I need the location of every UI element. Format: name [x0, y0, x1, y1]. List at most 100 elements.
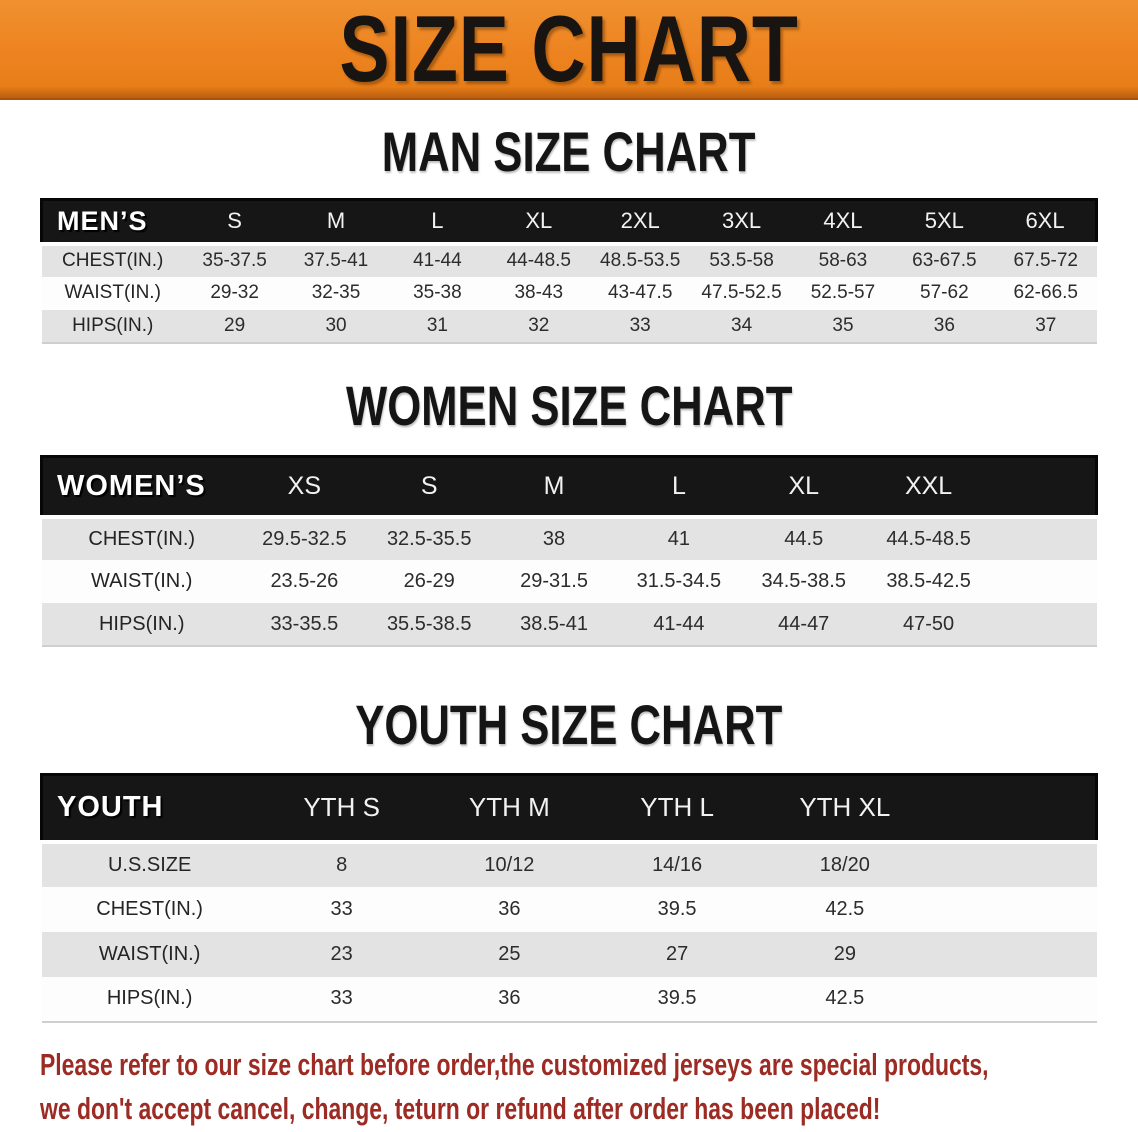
cell-value: 33 — [257, 976, 426, 1023]
cell-value: 67.5-72 — [995, 241, 1097, 277]
column-header: 6XL — [995, 198, 1099, 245]
table-row: HIPS(IN.) 33-35.5 35.5-38.5 38.5-41 41-44 44-… — [41, 603, 1097, 647]
cell-value: 62-66.5 — [995, 276, 1097, 310]
cell-value: 34.5-38.5 — [741, 560, 867, 603]
row-label: WAIST(IN.) — [41, 560, 242, 603]
row-label: HIPS(IN.) — [41, 603, 242, 647]
spacer-cell — [928, 976, 1097, 1023]
header-banner: SIZE CHART — [0, 0, 1138, 100]
youth-table-wrap: YOUTH YTH S YTH M YTH L YTH XL U.S.SIZE 8 10/12… — [39, 773, 1098, 1023]
column-header: S — [366, 454, 492, 519]
column-header: YTH S — [257, 773, 426, 843]
cell-value: 52.5-57 — [792, 276, 894, 310]
cell-value: 63-67.5 — [893, 241, 996, 277]
section-youth: YOUTH SIZE CHART YOUTH YTH S YTH M YTH L YTH… — [0, 693, 1138, 1023]
cell-value: 34 — [690, 309, 793, 344]
cell-value: 29 — [760, 931, 929, 977]
row-label: WAIST(IN.) — [41, 931, 258, 977]
cell-value: 35-37.5 — [183, 241, 286, 277]
cell-value: 32 — [488, 309, 590, 344]
cell-value: 57-62 — [893, 276, 996, 310]
row-label: U.S.SIZE — [41, 839, 258, 887]
column-header: XL — [741, 454, 867, 519]
cell-value: 8 — [257, 839, 426, 887]
header-row: WOMEN’S XS S M L XL XXL — [39, 454, 1098, 519]
cell-value: 37.5-41 — [285, 241, 387, 277]
column-header: XL — [488, 198, 590, 245]
cell-value: 41 — [616, 515, 742, 560]
table-row: CHEST(IN.) 33 36 39.5 42.5 — [41, 886, 1097, 932]
cell-value: 38.5-42.5 — [866, 560, 991, 603]
cell-value: 25 — [425, 931, 594, 977]
section-title: WOMEN SIZE CHART — [345, 373, 793, 437]
cell-value: 35.5-38.5 — [366, 603, 492, 647]
cell-value: 38-43 — [488, 276, 590, 310]
table-row: WAIST(IN.) 23.5-26 26-29 29-31.5 31.5-34.5 34… — [41, 560, 1097, 603]
cell-value: 53.5-58 — [690, 241, 793, 277]
cell-value: 38.5-41 — [491, 603, 617, 647]
section-title: MAN SIZE CHART — [382, 120, 756, 183]
cell-value: 31 — [386, 309, 489, 344]
cell-value: 36 — [425, 886, 594, 932]
row-label: CHEST(IN.) — [41, 515, 242, 560]
cell-value: 39.5 — [593, 886, 761, 932]
table-row: CHEST(IN.) 35-37.5 37.5-41 41-44 44-48.5 48.5… — [41, 241, 1097, 277]
disclaimer-line-2: we don't accept cancel, change, teturn o… — [40, 1090, 881, 1126]
cell-value: 41-44 — [616, 603, 742, 647]
cell-value: 47-50 — [866, 603, 991, 647]
cell-value: 29-31.5 — [491, 560, 617, 603]
cell-value: 44.5-48.5 — [866, 515, 991, 560]
men-table-wrap: MEN’S S M L XL 2XL 3XL 4XL 5XL 6XL CHEST(IN.) 35-37… — [39, 198, 1099, 344]
table-corner-label: YOUTH — [39, 773, 258, 843]
cell-value: 33 — [257, 886, 426, 932]
column-header: 4XL — [792, 198, 894, 245]
column-header: YTH L — [593, 773, 761, 843]
cell-value: 26-29 — [366, 560, 492, 603]
spacer-cell — [928, 773, 1098, 843]
cell-value: 44-48.5 — [488, 241, 590, 277]
cell-value: 36 — [893, 309, 996, 344]
spacer-cell — [991, 515, 1097, 560]
cell-value: 18/20 — [760, 839, 929, 887]
column-header: 3XL — [690, 198, 793, 245]
cell-value: 36 — [425, 976, 594, 1023]
spacer-cell — [991, 560, 1097, 603]
column-header: YTH M — [425, 773, 594, 843]
column-header: YTH XL — [760, 773, 929, 843]
spacer-cell — [991, 454, 1098, 519]
table-corner-label: WOMEN’S — [39, 454, 242, 519]
cell-value: 27 — [593, 931, 761, 977]
banner-title: SIZE CHART — [339, 0, 799, 101]
table-row: HIPS(IN.) 29 30 31 32 33 34 35 36 37 — [41, 309, 1097, 344]
cell-value: 30 — [285, 309, 387, 344]
cell-value: 14/16 — [593, 839, 761, 887]
cell-value: 47.5-52.5 — [690, 276, 793, 310]
disclaimer-line-1: Please refer to our size chart before or… — [40, 1046, 989, 1082]
section-man: MAN SIZE CHART MEN’S S M L XL 2XL 3XL 4XL 5XL 6XL… — [0, 120, 1138, 344]
men-size-table: MEN’S S M L XL 2XL 3XL 4XL 5XL 6XL CHEST(IN.) 35-37… — [39, 198, 1099, 344]
column-header: XXL — [866, 454, 991, 519]
women-table-wrap: WOMEN’S XS S M L XL XXL CHEST(IN.) 29.5-32.5 32.5… — [39, 454, 1098, 647]
cell-value: 44-47 — [741, 603, 867, 647]
table-row: HIPS(IN.) 33 36 39.5 42.5 — [41, 976, 1097, 1023]
spacer-cell — [928, 931, 1097, 977]
column-header: M — [491, 454, 617, 519]
cell-value: 29 — [183, 309, 286, 344]
header-row: MEN’S S M L XL 2XL 3XL 4XL 5XL 6XL — [39, 198, 1099, 245]
cell-value: 43-47.5 — [589, 276, 691, 310]
youth-size-chart-heading: YOUTH SIZE CHART — [0, 693, 1138, 756]
cell-value: 37 — [995, 309, 1097, 344]
column-header: XS — [241, 454, 367, 519]
column-header: 2XL — [589, 198, 691, 245]
cell-value: 44.5 — [741, 515, 867, 560]
section-title: YOUTH SIZE CHART — [355, 693, 783, 756]
table-row: WAIST(IN.) 29-32 32-35 35-38 38-43 43-47.5 47.… — [41, 276, 1097, 310]
column-header: 5XL — [893, 198, 996, 245]
table-row: WAIST(IN.) 23 25 27 29 — [41, 931, 1097, 977]
cell-value: 33-35.5 — [241, 603, 367, 647]
cell-value: 32-35 — [285, 276, 387, 310]
spacer-cell — [928, 886, 1097, 932]
women-size-chart-heading: WOMEN SIZE CHART — [0, 373, 1138, 437]
cell-value: 10/12 — [425, 839, 594, 887]
column-header: L — [386, 198, 489, 245]
